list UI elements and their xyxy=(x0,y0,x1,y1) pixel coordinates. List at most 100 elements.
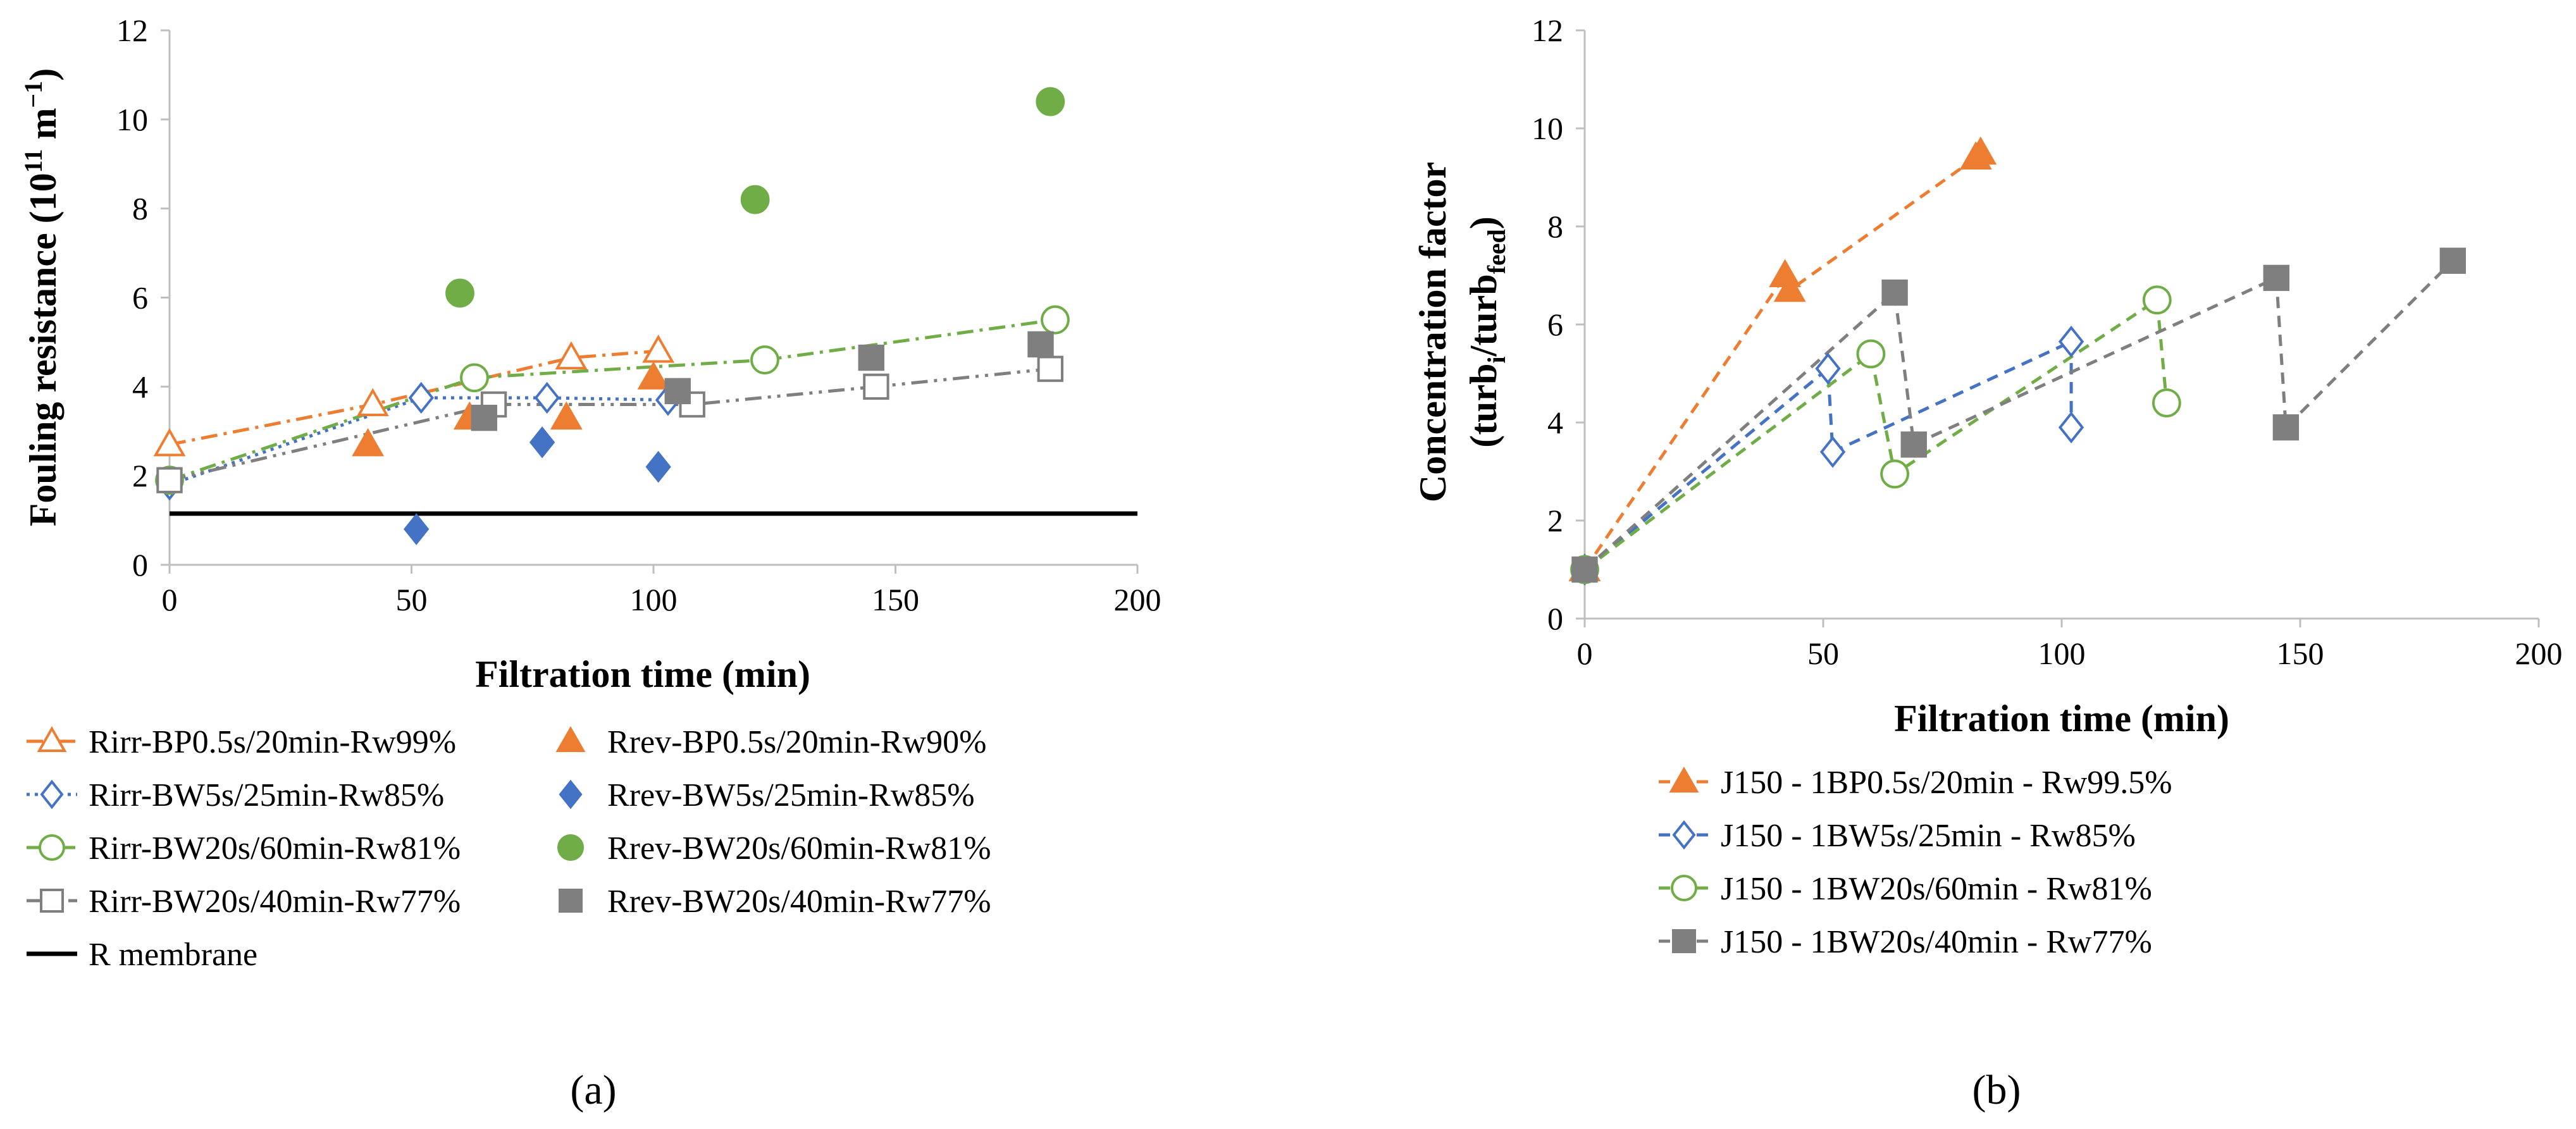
y-tick-label: 2 xyxy=(1547,503,1563,538)
y-tick-label: 8 xyxy=(132,191,148,226)
data-point-s2-p1 xyxy=(352,428,385,457)
legend-label: J150 - 1BW5s/25min - Rw85% xyxy=(1721,818,2136,854)
data-point-s4-p5 xyxy=(2272,414,2300,441)
legend-entry-1: J150 - 1BP0.5s/20min - Rw99.5% xyxy=(1659,765,2172,801)
data-point-s7-p1 xyxy=(156,467,183,493)
data-point-s5-p2 xyxy=(460,363,489,393)
y-tick-label: 6 xyxy=(132,280,148,316)
panel-b-y-axis-label-line2: (turbi/turbfeed) xyxy=(1463,216,1511,448)
data-point-s4-p2 xyxy=(1881,279,1908,306)
data-point-s8-p4 xyxy=(1027,331,1054,358)
data-point-s2-p4 xyxy=(637,361,670,390)
data-point-s5-p4 xyxy=(1041,305,1070,335)
legend-label: Rrev-BW20s/60min-Rw81% xyxy=(607,830,991,867)
panel-b-label: (b) xyxy=(1972,1067,2021,1113)
data-point-s5-p3 xyxy=(750,345,779,374)
y-tick-label: 10 xyxy=(1532,111,1563,146)
panel-a-plot-area: 0 50 100 150 200 0 2 4 6 8 10 12 xyxy=(116,13,1161,617)
legend-label: Rrev-BW20s/40min-Rw77% xyxy=(607,884,991,920)
x-tick-label: 200 xyxy=(1114,582,1161,617)
series-line-3 xyxy=(169,396,668,486)
x-tick-label: 100 xyxy=(630,582,678,617)
data-point-s4-p6 xyxy=(2439,247,2466,274)
data-point-s3-p3 xyxy=(534,381,560,414)
legend-entry-1: Rirr-BP0.5s/20min-Rw99% xyxy=(27,724,456,760)
data-point-s2-p4 xyxy=(2058,325,2084,358)
legend-entry-3: Rirr-BW5s/25min-Rw85% xyxy=(27,777,444,813)
legend-entry-2: Rrev-BP0.5s/20min-Rw90% xyxy=(555,724,986,760)
panel-a-y-axis-label: Fouling resistance (1011 m−1) xyxy=(19,68,64,526)
legend-marker-swatch xyxy=(1672,820,1696,850)
y-tick-label: 2 xyxy=(132,458,148,493)
panel-a-label: (a) xyxy=(570,1067,616,1113)
series-line-5 xyxy=(169,318,1056,482)
data-point-s2-p3 xyxy=(550,401,583,430)
data-point-s7-p5 xyxy=(1037,355,1063,382)
y-tick-label: 4 xyxy=(132,369,148,404)
x-tick-label: 0 xyxy=(162,582,178,617)
legend-label: Rirr-BW20s/60min-Rw81% xyxy=(89,830,461,867)
legend-label: J150 - 1BW20s/60min - Rw81% xyxy=(1721,871,2152,907)
data-point-s1-p3 xyxy=(1773,273,1806,302)
data-point-s8-p2 xyxy=(664,378,691,405)
series-line-1 xyxy=(169,349,659,447)
legend-label: R membrane xyxy=(89,937,257,973)
panel-a-legend: Rirr-BP0.5s/20min-Rw99% Rrev-BP0.5s/20min… xyxy=(27,724,991,973)
data-point-s4-p1 xyxy=(403,513,430,545)
legend-marker-swatch xyxy=(557,834,584,861)
data-point-s8-p1 xyxy=(471,404,497,431)
data-point-s3-p2 xyxy=(408,381,434,414)
data-point-s1-p4 xyxy=(642,334,675,363)
legend-label: Rrev-BP0.5s/20min-Rw90% xyxy=(607,724,986,760)
data-point-s3-p4 xyxy=(2142,285,2172,315)
panel-b-chart: 0 50 100 150 200 0 2 4 6 8 10 12 Filtration time (m… xyxy=(1412,13,2563,1113)
data-point-s2-p5 xyxy=(2058,411,2084,443)
legend-entry-8: Rrev-BW20s/40min-Rw77% xyxy=(559,884,991,920)
legend-entry-4: Rrev-BW5s/25min-Rw85% xyxy=(559,777,975,813)
data-point-s1-p2 xyxy=(356,388,389,416)
y-tick-label: 12 xyxy=(116,13,148,48)
data-point-s4-p3 xyxy=(645,450,671,483)
panel-b-plot-area: 0 50 100 150 200 0 2 4 6 8 10 12 xyxy=(1532,13,2563,671)
y-tick-label: 6 xyxy=(1547,307,1563,342)
legend-label: Rirr-BP0.5s/20min-Rw99% xyxy=(89,724,456,760)
y-tick-label: 4 xyxy=(1547,405,1563,440)
data-point-s4-p2 xyxy=(529,426,555,459)
y-tick-label: 0 xyxy=(1547,601,1563,636)
x-tick-label: 100 xyxy=(2038,636,2086,671)
data-point-s8-p3 xyxy=(858,344,884,371)
y-tick-label: 8 xyxy=(1547,209,1563,244)
legend-label: Rirr-BW5s/25min-Rw85% xyxy=(89,777,444,813)
legend-entry-6: Rrev-BW20s/60min-Rw81% xyxy=(557,830,991,867)
data-point-s6-p2 xyxy=(740,185,770,214)
legend-marker-swatch xyxy=(1672,929,1696,953)
panel-a-x-axis-label: Filtration time (min) xyxy=(475,653,810,695)
y-tick-label: 0 xyxy=(132,547,148,583)
series-line-4 xyxy=(1583,259,2455,571)
legend-entry-4: J150 - 1BW20s/40min - Rw77% xyxy=(1659,924,2152,960)
legend-marker-swatch xyxy=(40,779,64,810)
data-point-s2-p3 xyxy=(1819,436,1846,468)
data-point-s3-p5 xyxy=(2152,388,2181,417)
legend-label: Rrev-BW5s/25min-Rw85% xyxy=(607,777,975,813)
legend-entry-7: Rirr-BW20s/40min-Rw77% xyxy=(27,884,461,920)
data-point-s1-p3 xyxy=(555,341,588,370)
data-point-s3-p3 xyxy=(1880,459,1910,489)
data-point-s1-p5 xyxy=(1964,136,1997,165)
panel-b-x-axis-label: Filtration time (min) xyxy=(1894,698,2229,739)
legend-entry-5: Rirr-BW20s/60min-Rw81% xyxy=(27,830,461,867)
data-point-s4-p4 xyxy=(2263,264,2290,292)
legend-label: J150 - 1BW20s/40min - Rw77% xyxy=(1721,924,2152,960)
panel-b-legend: J150 - 1BP0.5s/20min - Rw99.5% J150 - 1BW… xyxy=(1659,765,2172,960)
x-tick-label: 0 xyxy=(1577,636,1593,671)
legend-marker-swatch xyxy=(1669,766,1699,793)
data-point-s7-p4 xyxy=(863,373,889,400)
series-line-7 xyxy=(169,367,1051,482)
legend-label: Rirr-BW20s/40min-Rw77% xyxy=(89,884,461,920)
y-tick-label: 12 xyxy=(1532,13,1563,48)
series-line-1 xyxy=(1583,152,1982,571)
panel-a-chart: 0 50 100 150 200 0 2 4 6 8 10 12 Filtration time (m… xyxy=(19,13,1161,1113)
data-point-s3-p2 xyxy=(1856,339,1886,369)
legend-marker-swatch xyxy=(559,889,583,913)
